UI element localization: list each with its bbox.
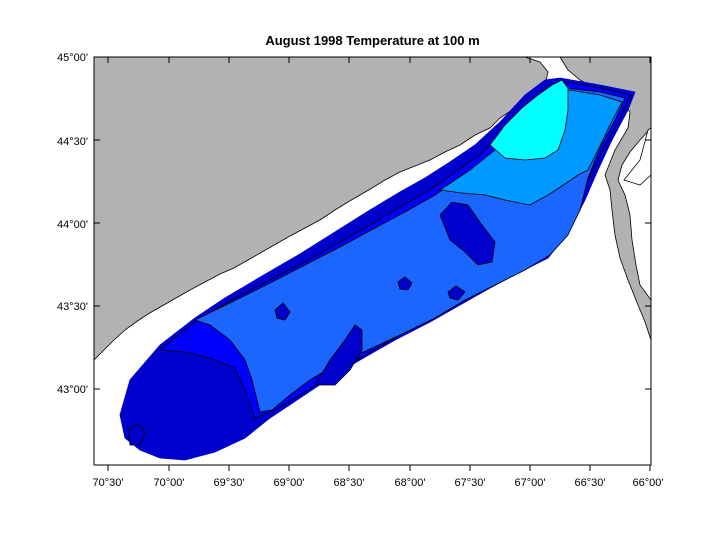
y-tick-label: 45°00' <box>57 52 88 64</box>
plot-frame <box>93 56 652 466</box>
x-tick-label: 70°00' <box>154 477 185 489</box>
cold-pocket <box>439 201 496 266</box>
y-tick-label: 43°30' <box>57 301 88 313</box>
x-tick-label: 68°00' <box>395 477 426 489</box>
x-tick-label: 69°00' <box>274 477 305 489</box>
cold-pocket <box>447 285 466 301</box>
y-tick-label: 43°00' <box>57 384 88 396</box>
cold-pocket <box>397 276 413 291</box>
x-axis-ticks <box>107 57 651 471</box>
x-tick-label: 66°30' <box>575 477 606 489</box>
band-lightest <box>489 79 569 161</box>
x-tick-label: 67°00' <box>515 477 546 489</box>
x-tick-label: 70°30' <box>93 477 124 489</box>
cold-pocket <box>127 423 146 446</box>
x-tick-label: 66°00' <box>633 477 664 489</box>
cold-pocket <box>314 324 363 386</box>
x-tick-label: 68°30' <box>334 477 365 489</box>
x-tick-label: 67°30' <box>455 477 486 489</box>
cold-pocket <box>274 302 291 321</box>
map-title: August 1998 Temperature at 100 m <box>265 33 480 48</box>
y-tick-label: 44°30' <box>57 136 88 148</box>
y-tick-label: 44°00' <box>57 219 88 231</box>
x-tick-label: 69°30' <box>214 477 245 489</box>
